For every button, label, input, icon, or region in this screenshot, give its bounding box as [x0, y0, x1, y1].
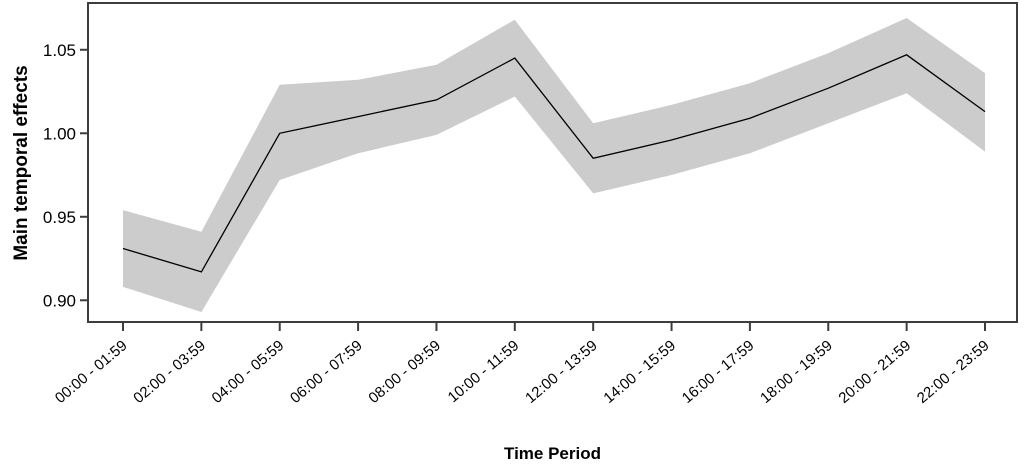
y-tick-label: 0.95 — [43, 208, 76, 227]
y-tick-label: 1.05 — [43, 41, 76, 60]
x-tick-label: 18:00 - 19:59 — [757, 337, 836, 407]
x-tick-label: 14:00 - 15:59 — [600, 337, 679, 407]
confidence-band — [123, 18, 985, 312]
x-tick-label: 16:00 - 17:59 — [679, 337, 758, 407]
x-tick-label: 12:00 - 13:59 — [522, 337, 601, 407]
mean-line — [122, 54, 986, 273]
x-tick-label: 22:00 - 23:59 — [914, 337, 993, 407]
x-tick-label: 06:00 - 07:59 — [287, 337, 366, 407]
x-tick-label: 08:00 - 09:59 — [365, 337, 444, 407]
plot-border — [87, 2, 1018, 323]
x-tick-label: 04:00 - 05:59 — [209, 337, 288, 407]
x-tick-label: 00:00 - 01:59 — [52, 337, 131, 407]
y-tick-label: 0.90 — [43, 291, 76, 310]
x-tick-label: 10:00 - 11:59 — [445, 337, 523, 406]
y-tick-label: 1.00 — [43, 124, 76, 143]
x-tick-label: 02:00 - 03:59 — [130, 337, 209, 407]
x-tick-label: 20:00 - 21:59 — [836, 337, 915, 407]
y-axis-title: Main temporal effects — [11, 65, 32, 261]
x-axis-title: Time Period — [504, 444, 601, 463]
